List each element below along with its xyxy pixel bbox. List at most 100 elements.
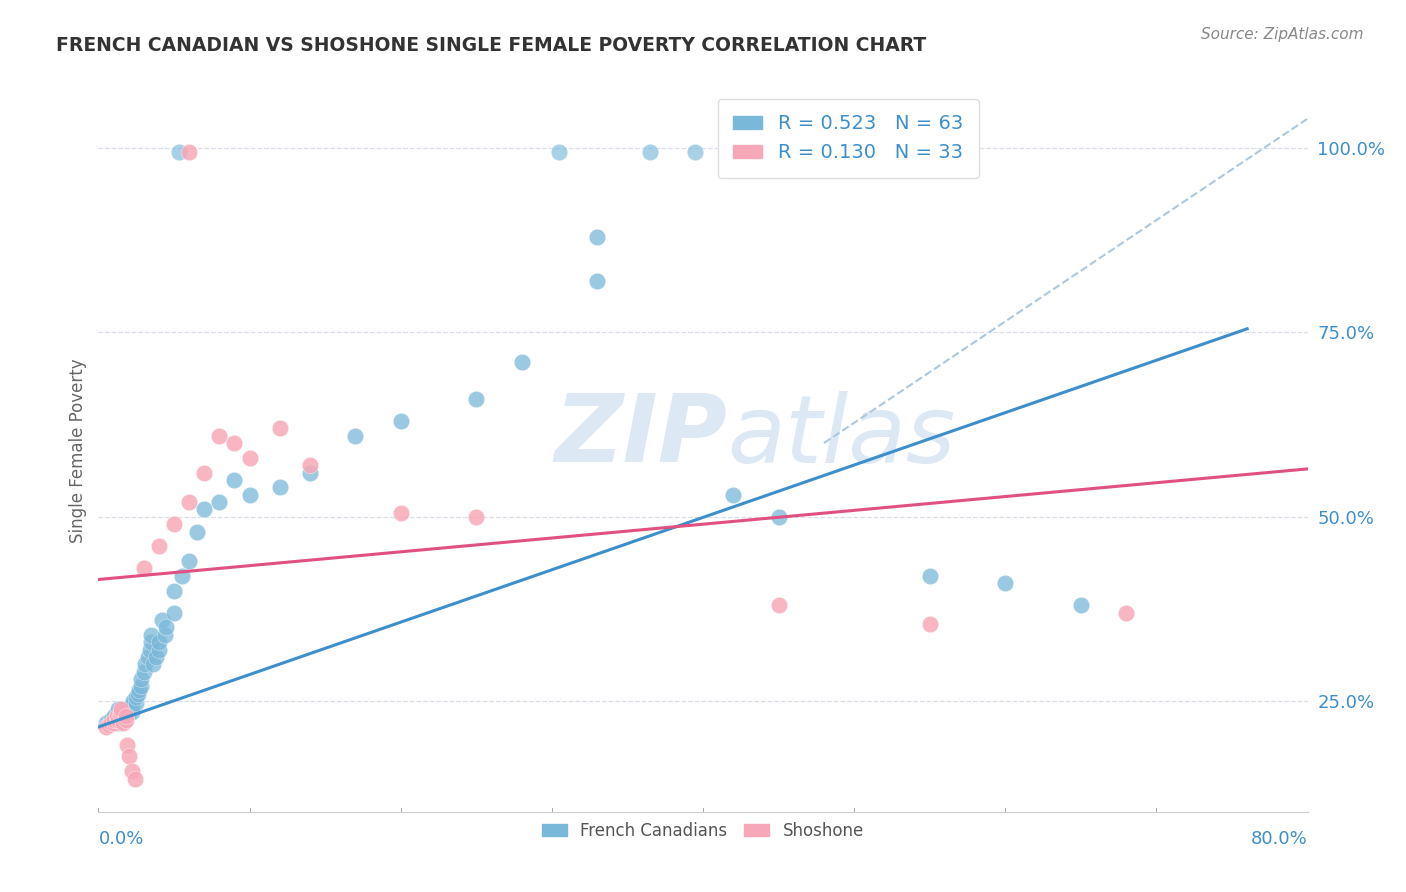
- Point: [239, 488, 262, 502]
- Point: [112, 709, 135, 723]
- Point: [299, 466, 322, 480]
- Point: [128, 683, 150, 698]
- Point: [105, 709, 128, 723]
- Point: [150, 613, 173, 627]
- Point: [132, 561, 155, 575]
- Point: [94, 720, 117, 734]
- Point: [208, 495, 231, 509]
- Text: 80.0%: 80.0%: [1251, 830, 1308, 848]
- Y-axis label: Single Female Poverty: Single Female Poverty: [69, 359, 87, 542]
- Point: [918, 616, 941, 631]
- Point: [100, 713, 122, 727]
- Point: [141, 628, 163, 642]
- Point: [389, 506, 412, 520]
- Point: [148, 635, 170, 649]
- Point: [170, 569, 193, 583]
- Point: [112, 705, 135, 719]
- Point: [586, 229, 609, 244]
- Point: [224, 473, 246, 487]
- Point: [344, 428, 367, 442]
- Point: [994, 576, 1017, 591]
- Point: [118, 703, 141, 717]
- Point: [114, 709, 136, 723]
- Point: [103, 713, 125, 727]
- Legend: French Canadians, Shoshone: French Canadians, Shoshone: [536, 815, 870, 847]
- Point: [115, 739, 138, 753]
- Point: [110, 705, 132, 719]
- Point: [118, 705, 141, 719]
- Point: [111, 710, 134, 724]
- Point: [114, 701, 136, 715]
- Point: [163, 517, 186, 532]
- Point: [239, 450, 262, 465]
- Point: [110, 713, 132, 727]
- Point: [136, 649, 159, 664]
- Point: [121, 705, 143, 719]
- Text: 0.0%: 0.0%: [98, 830, 143, 848]
- Point: [768, 509, 790, 524]
- Point: [299, 458, 322, 473]
- Point: [163, 606, 186, 620]
- Point: [148, 539, 170, 553]
- Point: [465, 392, 488, 406]
- Point: [389, 414, 412, 428]
- Point: [115, 707, 138, 722]
- Text: FRENCH CANADIAN VS SHOSHONE SINGLE FEMALE POVERTY CORRELATION CHART: FRENCH CANADIAN VS SHOSHONE SINGLE FEMAL…: [56, 36, 927, 54]
- Point: [125, 696, 148, 710]
- Point: [153, 628, 176, 642]
- Point: [193, 502, 215, 516]
- Point: [163, 583, 186, 598]
- Point: [125, 690, 148, 705]
- Point: [586, 274, 609, 288]
- Point: [167, 145, 190, 159]
- Point: [510, 355, 533, 369]
- Point: [134, 657, 156, 672]
- Text: atlas: atlas: [727, 391, 956, 482]
- Point: [121, 698, 143, 712]
- Point: [129, 679, 152, 693]
- Point: [105, 709, 128, 723]
- Point: [111, 716, 134, 731]
- Point: [179, 495, 201, 509]
- Point: [548, 145, 571, 159]
- Point: [142, 657, 165, 672]
- Point: [100, 716, 122, 731]
- Point: [139, 642, 162, 657]
- Point: [141, 635, 163, 649]
- Point: [145, 649, 167, 664]
- Point: [768, 599, 790, 613]
- Point: [103, 709, 125, 723]
- Point: [224, 436, 246, 450]
- Point: [120, 701, 142, 715]
- Point: [114, 709, 136, 723]
- Point: [107, 713, 129, 727]
- Point: [127, 687, 149, 701]
- Point: [638, 145, 661, 159]
- Point: [193, 466, 215, 480]
- Point: [107, 701, 129, 715]
- Point: [208, 428, 231, 442]
- Point: [110, 709, 132, 723]
- Text: ZIP: ZIP: [554, 390, 727, 482]
- Point: [155, 620, 177, 634]
- Point: [186, 524, 208, 539]
- Point: [110, 701, 132, 715]
- Point: [98, 717, 121, 731]
- Point: [148, 642, 170, 657]
- Point: [105, 716, 128, 731]
- Point: [118, 749, 141, 764]
- Point: [269, 421, 291, 435]
- Point: [111, 713, 134, 727]
- Point: [465, 509, 488, 524]
- Point: [179, 145, 201, 159]
- Point: [103, 716, 125, 731]
- Point: [121, 764, 143, 779]
- Point: [1115, 606, 1137, 620]
- Point: [1070, 599, 1092, 613]
- Point: [918, 569, 941, 583]
- Point: [114, 713, 136, 727]
- Text: Source: ZipAtlas.com: Source: ZipAtlas.com: [1201, 27, 1364, 42]
- Point: [108, 707, 131, 722]
- Point: [129, 672, 152, 686]
- Point: [110, 705, 132, 719]
